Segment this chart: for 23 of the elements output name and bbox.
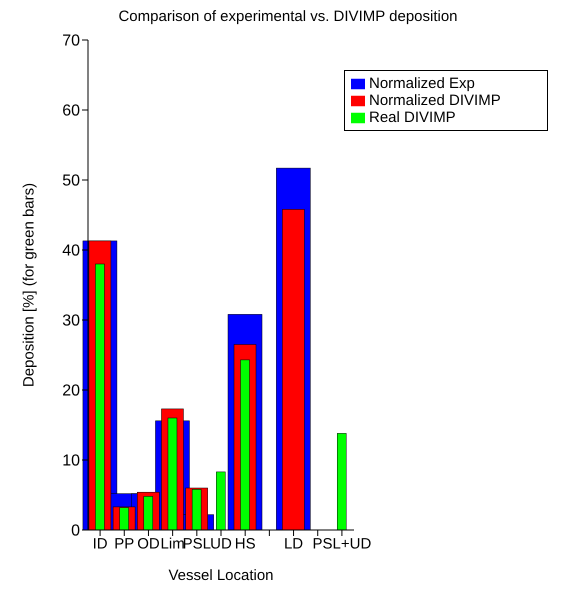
x-tick-label: UD	[210, 536, 232, 553]
y-tick-label: 0	[71, 522, 80, 540]
y-tick-label: 70	[62, 32, 80, 50]
y-tick-label: 50	[62, 172, 80, 190]
y-tick-label: 60	[62, 102, 80, 120]
legend-label: Normalized DIVIMP	[369, 92, 501, 109]
legend-label: Normalized Exp	[369, 75, 475, 92]
legend-label: Real DIVIMP	[369, 109, 456, 126]
y-tick-label: 40	[62, 242, 80, 260]
x-tick-label: PSL	[182, 536, 211, 553]
y-tick-label: 30	[62, 312, 80, 330]
y-axis-title: Deposition [%] (for green bars)	[20, 182, 38, 388]
x-tick-label: HS	[234, 536, 256, 553]
x-tick-label: OD	[137, 536, 160, 553]
y-tick-label: 10	[62, 452, 80, 470]
chart-title: Comparison of experimental vs. DIVIMP deposition	[117, 8, 459, 27]
x-tick-label: LD	[284, 536, 304, 553]
x-axis-title: Vessel Location	[168, 567, 274, 584]
x-tick-label: ID	[92, 536, 108, 553]
x-tick-label: PSL+UD	[312, 536, 372, 553]
x-tick-label: PP	[114, 536, 134, 553]
y-tick-label: 20	[62, 382, 80, 400]
x-tick-label: Lim	[160, 536, 185, 553]
